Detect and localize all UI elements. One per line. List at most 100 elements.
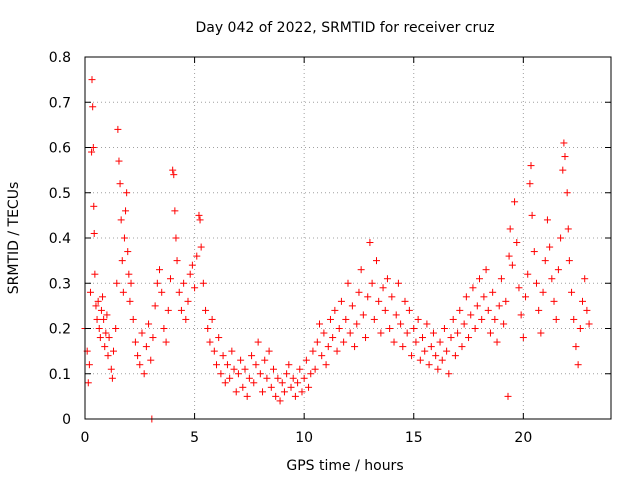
data-point xyxy=(199,279,207,287)
data-point xyxy=(151,302,159,310)
data-point xyxy=(123,189,131,197)
data-point xyxy=(88,148,96,156)
data-point xyxy=(456,306,464,314)
data-point xyxy=(337,297,345,305)
data-point xyxy=(560,139,568,147)
data-point xyxy=(342,315,350,323)
data-point xyxy=(405,306,413,314)
data-point xyxy=(370,315,378,323)
data-point xyxy=(311,365,319,373)
data-point xyxy=(92,302,100,310)
data-point xyxy=(208,315,216,323)
data-point xyxy=(105,334,113,342)
data-point xyxy=(504,392,512,400)
data-point xyxy=(276,397,284,405)
data-point xyxy=(419,334,427,342)
data-point xyxy=(119,288,127,296)
data-point xyxy=(559,166,567,174)
data-point xyxy=(122,207,130,215)
data-point xyxy=(355,288,363,296)
y-axis-label: SRMTID / TECUs xyxy=(6,182,22,295)
data-point xyxy=(351,343,359,351)
data-point xyxy=(171,207,179,215)
data-point xyxy=(340,338,348,346)
data-point xyxy=(326,315,334,323)
data-point xyxy=(287,383,295,391)
data-point xyxy=(291,392,299,400)
data-point xyxy=(296,365,304,373)
data-point xyxy=(390,338,398,346)
data-point xyxy=(329,334,337,342)
data-point xyxy=(272,392,280,400)
data-point xyxy=(309,347,317,355)
data-point xyxy=(86,288,94,296)
data-point xyxy=(451,352,459,360)
data-point xyxy=(126,297,134,305)
data-point xyxy=(153,279,161,287)
data-point xyxy=(91,270,99,278)
data-points xyxy=(81,76,593,423)
data-point xyxy=(278,379,286,387)
data-point xyxy=(348,302,356,310)
data-point xyxy=(375,297,383,305)
data-point xyxy=(316,320,324,328)
data-point xyxy=(495,302,503,310)
data-point xyxy=(401,297,409,305)
data-point xyxy=(84,379,92,387)
data-point xyxy=(570,315,578,323)
data-point xyxy=(471,325,479,332)
x-tick-label: 5 xyxy=(190,430,199,446)
data-point xyxy=(493,338,501,346)
data-point xyxy=(557,234,565,242)
y-tick-label: 0.7 xyxy=(49,95,71,111)
y-tick-label: 0.8 xyxy=(49,50,71,66)
data-point xyxy=(508,261,516,269)
data-point xyxy=(388,293,396,301)
data-point xyxy=(93,315,101,323)
data-point xyxy=(527,162,535,170)
data-point xyxy=(125,270,133,278)
data-point xyxy=(454,329,462,337)
data-point xyxy=(486,329,494,337)
data-point xyxy=(585,320,593,328)
data-point xyxy=(210,347,218,355)
data-point xyxy=(113,279,121,287)
grid-lines xyxy=(85,57,611,419)
data-point xyxy=(195,211,203,219)
data-point xyxy=(530,248,538,256)
chart-title: Day 042 of 2022, SRMTID for receiver cru… xyxy=(195,20,494,36)
y-tick-label: 0.4 xyxy=(49,231,71,247)
data-point xyxy=(252,361,260,369)
data-point xyxy=(305,383,313,391)
data-point xyxy=(170,171,178,179)
data-point xyxy=(511,198,519,206)
data-point xyxy=(502,297,510,305)
data-point xyxy=(206,338,214,346)
data-point xyxy=(202,306,210,314)
data-point xyxy=(414,315,422,323)
data-point xyxy=(219,352,227,360)
data-point xyxy=(335,325,343,332)
data-point xyxy=(256,370,264,378)
data-point xyxy=(134,352,142,360)
data-point xyxy=(226,374,234,382)
data-point xyxy=(166,275,174,283)
data-point xyxy=(484,306,492,314)
data-point xyxy=(136,361,144,369)
data-point xyxy=(489,288,497,296)
axis-ticks xyxy=(84,56,611,420)
data-point xyxy=(96,334,104,342)
data-point xyxy=(108,374,116,382)
data-point xyxy=(548,275,556,283)
data-point xyxy=(368,279,376,287)
data-point xyxy=(156,266,164,274)
data-point xyxy=(522,293,530,301)
data-point xyxy=(379,284,387,292)
data-point xyxy=(90,229,98,237)
data-point xyxy=(115,157,123,165)
data-point xyxy=(359,311,367,319)
data-point xyxy=(188,261,196,269)
data-point xyxy=(543,216,551,224)
data-point xyxy=(563,189,571,197)
data-point xyxy=(568,288,576,296)
